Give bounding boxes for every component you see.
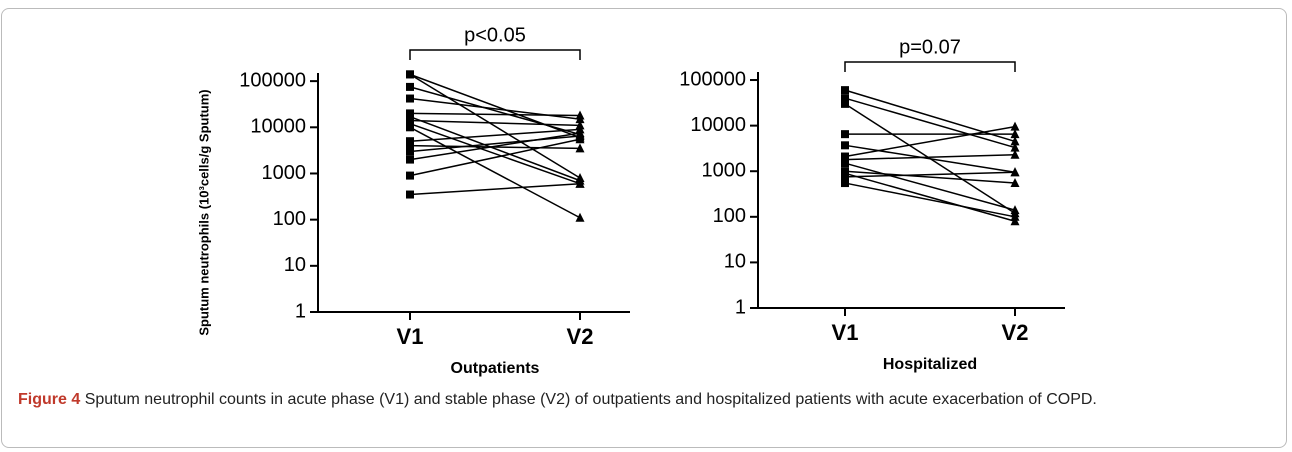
pair-line	[409, 122, 581, 185]
annotation: p=0.07	[899, 36, 961, 58]
y-tick-label: 10	[284, 254, 306, 276]
pair-line	[844, 144, 1016, 173]
pair-line	[409, 119, 581, 127]
pair-line	[409, 112, 581, 117]
marker-triangle	[1010, 142, 1020, 152]
pair-line	[844, 172, 1016, 222]
y-tick-label: 1	[295, 300, 306, 322]
y-tick-label: 100000	[679, 68, 746, 90]
marker-triangle	[1010, 167, 1020, 177]
pair-line	[409, 138, 581, 177]
annotation: p<0.05	[464, 24, 526, 46]
caption: Figure 4 Sputum neutrophil counts in acu…	[18, 386, 1248, 413]
pair-line	[409, 73, 581, 179]
pair-line	[844, 170, 1016, 184]
pair-line	[844, 97, 1016, 149]
marker-triangle	[575, 134, 585, 144]
marker-square	[841, 159, 849, 168]
pair-line	[409, 135, 581, 153]
x-tick-label: V2	[1002, 320, 1029, 345]
y-tick-label: 100	[273, 208, 306, 230]
marker-triangle	[575, 178, 585, 188]
pair-line	[409, 182, 581, 196]
y-tick-label: 10000	[250, 116, 306, 138]
marker-triangle	[1010, 149, 1020, 159]
y-axis-label: Sputum neutrophils (10³cells/g Sputum)	[196, 89, 211, 335]
marker-square	[406, 141, 414, 150]
chart: 1 10 100 1000 10000 100000 V1 V2 Outpatients Sput…	[196, 24, 1065, 377]
marker-square	[406, 190, 414, 199]
marker-square	[406, 137, 414, 146]
figure-frame	[1, 8, 1287, 448]
pair-line	[844, 171, 1016, 178]
marker-triangle	[1010, 211, 1020, 221]
marker-square	[406, 155, 414, 164]
caption-text: Sputum neutrophil counts in acute phase …	[84, 391, 1097, 408]
pair-line	[409, 128, 581, 142]
caption-label: Figure 4	[18, 391, 81, 408]
marker-square	[841, 86, 849, 95]
significance-bracket	[409, 49, 581, 60]
marker-square	[841, 141, 849, 150]
marker-triangle	[575, 110, 585, 120]
marker-triangle	[1010, 178, 1020, 188]
x-axis-label: Hospitalized	[883, 356, 977, 373]
marker-triangle	[575, 128, 585, 138]
pair-line	[409, 97, 581, 120]
y-tick-label: 1	[735, 296, 746, 318]
x-tick-label: V2	[567, 324, 594, 349]
marker-square	[406, 171, 414, 180]
pair-line	[844, 89, 1016, 143]
marker-triangle	[1010, 121, 1020, 131]
marker-square	[841, 167, 849, 176]
y-tick-label: 1000	[262, 162, 307, 184]
y-tick-label: 10000	[690, 114, 746, 136]
significance-bracket	[844, 61, 1016, 72]
marker-square	[406, 147, 414, 156]
marker-triangle	[1010, 129, 1020, 139]
marker-square	[841, 179, 849, 188]
y-tick-label: 100	[713, 205, 746, 227]
marker-square	[841, 130, 849, 139]
marker-square	[406, 123, 414, 132]
x-tick-label: V1	[832, 320, 859, 345]
marker-square	[841, 99, 849, 108]
marker-square	[406, 94, 414, 103]
pair-line	[844, 125, 1016, 158]
y-tick-label: 10	[724, 251, 746, 273]
marker-triangle	[1010, 205, 1020, 215]
marker-square	[406, 82, 414, 91]
marker-triangle	[1010, 136, 1020, 146]
pair-line	[844, 153, 1016, 161]
x-tick-label: V1	[397, 324, 424, 349]
marker-square	[841, 172, 849, 181]
pair-line	[844, 162, 1016, 211]
x-axis-label: Outpatients	[451, 360, 540, 377]
marker-triangle	[575, 143, 585, 153]
y-tick-label: 1000	[702, 159, 747, 181]
pair-line	[409, 126, 581, 219]
pair-line	[409, 132, 581, 161]
pair-line	[844, 182, 1016, 218]
pair-line	[409, 115, 581, 182]
y-tick-label: 100000	[239, 69, 306, 91]
marker-square	[406, 70, 414, 79]
marker-triangle	[575, 212, 585, 222]
pair-line	[409, 86, 581, 136]
marker-square	[841, 94, 849, 103]
